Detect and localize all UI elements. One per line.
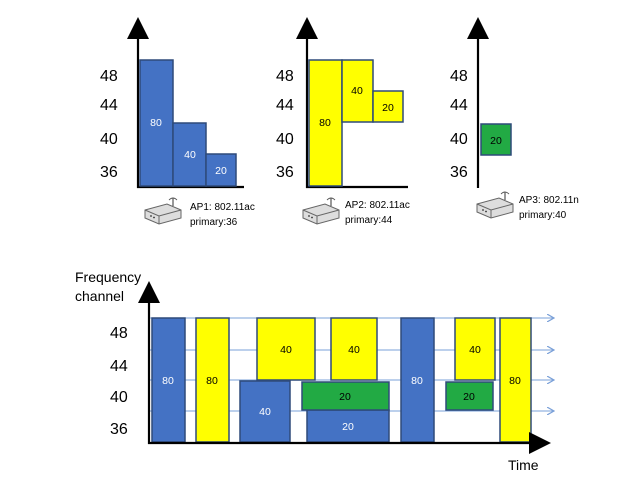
timeline-block-80-b-label: 80 — [206, 375, 218, 387]
ap3-block-20-label: 20 — [490, 135, 502, 147]
timeline-block-40-a — [239, 380, 291, 443]
ap1-block-20-label: 20 — [215, 165, 227, 177]
timeline-block-20-a-label: 20 — [342, 421, 354, 433]
timeline-block-40-b — [256, 317, 316, 381]
timeline-block-20-c — [445, 381, 494, 411]
ap3-panel: 48 44 40 36 20 AP3: 802.11n primary:40 — [450, 17, 579, 221]
ap1-block-80-label: 80 — [150, 117, 162, 129]
ap2-tick-36: 36 — [276, 164, 294, 181]
ap2-block-80 — [308, 59, 343, 187]
timeline-block-40-c-label: 40 — [348, 344, 360, 356]
timeline-y-title-line1: Frequency — [75, 269, 141, 285]
ap2-block-40 — [341, 59, 374, 123]
timeline-block-80-a — [151, 317, 186, 443]
ap1-tick-40: 40 — [100, 131, 118, 148]
ap1-caption-line1: AP1: 802.11ac — [190, 202, 255, 213]
timeline-block-80-d-label: 80 — [509, 375, 521, 387]
timeline-tick-40: 40 — [110, 389, 128, 406]
ap2-tick-40: 40 — [276, 131, 294, 148]
timeline-tick-48: 48 — [110, 325, 128, 342]
timeline-block-80-b — [195, 317, 230, 443]
ap2-panel: 48 44 40 36 80 40 20 AP2: 802.11ac prima… — [276, 17, 410, 226]
ap2-tick-48: 48 — [276, 68, 294, 85]
router-icon — [144, 197, 182, 225]
ap1-tick-48: 48 — [100, 68, 118, 85]
timeline-block-80-c-label: 80 — [411, 375, 423, 387]
ap1-caption-line2: primary:36 — [190, 217, 238, 228]
ap3-tick-44: 44 — [450, 97, 468, 114]
timeline-tick-44: 44 — [110, 358, 128, 375]
timeline-block-20-b-label: 20 — [339, 391, 351, 403]
ap1-block-40-label: 40 — [184, 149, 196, 161]
router-icon — [476, 191, 514, 219]
ap3-tick-48: 48 — [450, 68, 468, 85]
timeline-block-80-c — [400, 317, 435, 443]
ap2-tick-44: 44 — [276, 97, 294, 114]
timeline-block-40-d-label: 40 — [469, 344, 481, 356]
timeline-panel: Frequency channel 48 44 40 36 80 80 40 4… — [75, 269, 553, 473]
timeline-block-40-c — [330, 317, 378, 381]
router-icon — [302, 197, 340, 225]
ap2-caption-line2: primary:44 — [345, 215, 393, 226]
ap2-block-20-label: 20 — [382, 102, 394, 114]
timeline-block-80-d — [499, 317, 532, 443]
ap1-tick-44: 44 — [100, 97, 118, 114]
timeline-block-80-a-label: 80 — [162, 375, 174, 387]
ap2-block-80-label: 80 — [319, 117, 331, 129]
timeline-block-20-c-label: 20 — [463, 391, 475, 403]
ap3-caption-line2: primary:40 — [519, 210, 567, 221]
ap3-tick-40: 40 — [450, 131, 468, 148]
ap3-block-20 — [480, 123, 512, 156]
timeline-block-40-a-label: 40 — [259, 406, 271, 418]
ap1-tick-36: 36 — [100, 164, 118, 181]
timeline-x-title: Time — [508, 457, 539, 473]
timeline-y-title-line2: channel — [75, 288, 124, 304]
ap2-block-20 — [372, 90, 404, 123]
timeline-block-40-d — [454, 317, 496, 381]
ap3-caption-line1: AP3: 802.11n — [519, 195, 579, 206]
ap2-caption-line1: AP2: 802.11ac — [345, 200, 410, 211]
ap2-block-40-label: 40 — [351, 85, 363, 97]
ap1-panel: 48 44 40 36 80 40 20 AP1: 802.11ac prima… — [100, 17, 255, 228]
ap3-tick-36: 36 — [450, 164, 468, 181]
timeline-tick-36: 36 — [110, 421, 128, 438]
ap1-block-20 — [205, 153, 237, 187]
timeline-block-20-b — [301, 381, 390, 411]
timeline-block-40-b-label: 40 — [280, 344, 292, 356]
